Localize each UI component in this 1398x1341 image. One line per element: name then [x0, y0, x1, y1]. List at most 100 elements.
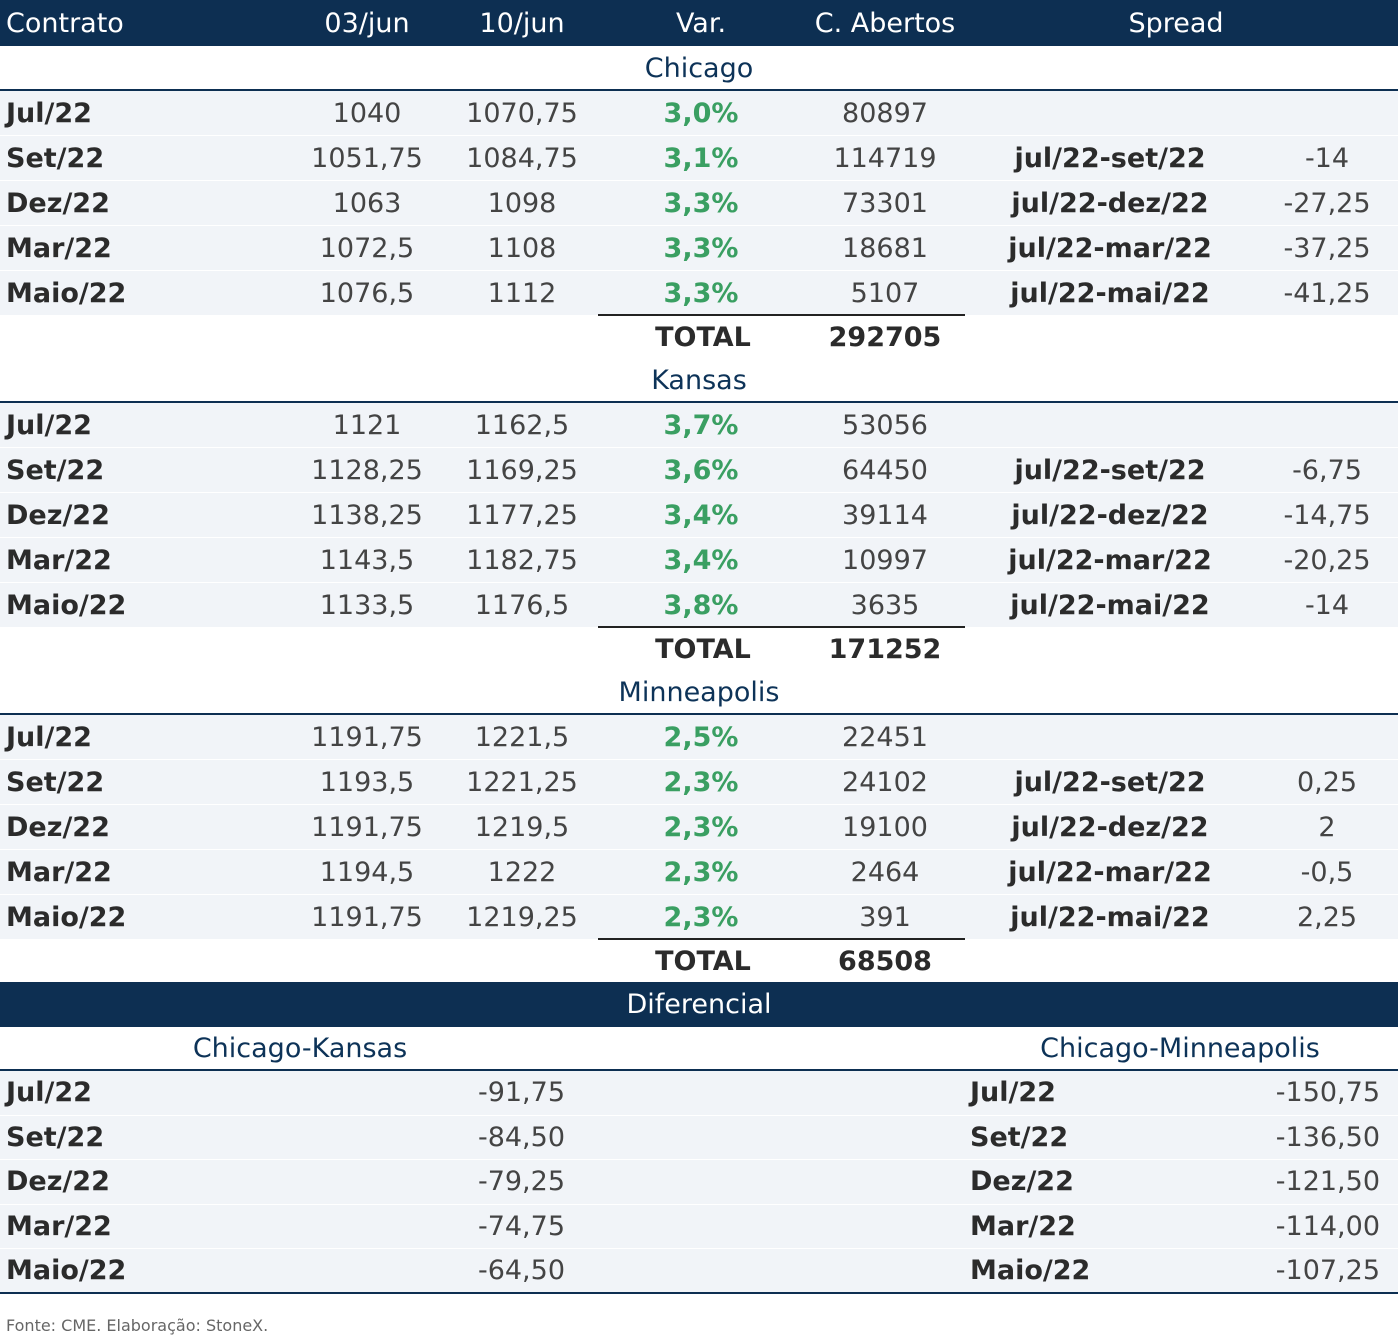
- diff-bar: [0, 982, 1398, 1027]
- cell: -84,50: [477, 1121, 565, 1153]
- row-bg: [0, 403, 1398, 447]
- cell: 1191,75: [311, 721, 423, 753]
- row-bg: [0, 850, 1398, 894]
- total-label: TOTAL: [655, 945, 751, 977]
- cell: 24102: [842, 766, 928, 798]
- row-bg: [0, 1160, 1398, 1204]
- cell: 1112: [487, 277, 557, 309]
- cell: 19100: [842, 811, 928, 843]
- cell: 3,3%: [663, 187, 739, 219]
- cell: -79,25: [477, 1166, 565, 1198]
- cell: Dez/22: [6, 187, 110, 219]
- cell: Maio/22: [6, 1255, 127, 1287]
- cell: 1219,5: [474, 811, 570, 843]
- row-bg: [0, 448, 1398, 492]
- total-rule: [598, 938, 965, 940]
- cell: 3,8%: [663, 589, 739, 621]
- cell: Set/22: [6, 1121, 105, 1153]
- cell: jul/22-mai/22: [1010, 901, 1210, 933]
- diff-rule: [0, 1069, 1398, 1071]
- cell: Dez/22: [6, 811, 110, 843]
- cell: Maio/22: [6, 589, 127, 621]
- cell: jul/22-set/22: [1014, 454, 1206, 486]
- section-rule: [0, 89, 1398, 91]
- cell: 391: [859, 901, 911, 933]
- cell: 1219,25: [466, 901, 578, 933]
- cell: jul/22-dez/22: [1011, 811, 1209, 843]
- cell: -27,25: [1283, 187, 1371, 219]
- cell: Jul/22: [6, 97, 92, 129]
- cell: 39114: [842, 499, 928, 531]
- cell: 1193,5: [319, 766, 415, 798]
- cell: -136,50: [1275, 1121, 1380, 1153]
- cell: 3,7%: [663, 409, 739, 441]
- cell: 1070,75: [466, 97, 578, 129]
- bottom-rule: [0, 1292, 1398, 1294]
- cell: 3,1%: [663, 142, 739, 174]
- cell: Jul/22: [6, 409, 92, 441]
- cell: 3,3%: [663, 232, 739, 264]
- cell: Dez/22: [6, 499, 110, 531]
- cell: -14,75: [1283, 499, 1371, 531]
- cell: 3635: [850, 589, 920, 621]
- cell: 2464: [850, 856, 920, 888]
- header-cell: Var.: [675, 7, 727, 39]
- cell: 2,3%: [663, 811, 739, 843]
- cell: 2,3%: [663, 766, 739, 798]
- cell: 114719: [833, 142, 937, 174]
- header-bar: [0, 0, 1398, 46]
- cell: 80897: [842, 97, 928, 129]
- cell: Mar/22: [6, 856, 112, 888]
- cell: 3,4%: [663, 544, 739, 576]
- cell: 1169,25: [466, 454, 578, 486]
- section-rule: [0, 401, 1398, 403]
- total-rule: [598, 314, 965, 316]
- cell: Set/22: [970, 1121, 1069, 1153]
- row-bg: [0, 715, 1398, 759]
- total-label: TOTAL: [655, 321, 751, 353]
- cell: -114,00: [1275, 1210, 1380, 1242]
- cell: -91,75: [477, 1077, 565, 1109]
- cell: Dez/22: [970, 1166, 1074, 1198]
- row-bg: [0, 226, 1398, 270]
- header-cell: C. Abertos: [814, 7, 956, 39]
- cell: -150,75: [1275, 1077, 1380, 1109]
- total-value: 171252: [828, 633, 942, 665]
- cell: jul/22-set/22: [1014, 142, 1206, 174]
- row-bg: [0, 181, 1398, 225]
- row-bg: [0, 1071, 1398, 1115]
- cell: jul/22-mar/22: [1008, 856, 1212, 888]
- cell: 1108: [487, 232, 557, 264]
- cell: 1191,75: [311, 901, 423, 933]
- cell: 18681: [842, 232, 928, 264]
- header-cell: 03/jun: [324, 7, 410, 39]
- cell: Maio/22: [970, 1255, 1091, 1287]
- cell: Jul/22: [6, 721, 92, 753]
- group-title: Chicago-Kansas: [192, 1032, 408, 1064]
- group-title: Chicago-Minneapolis: [1040, 1032, 1320, 1064]
- header-cell: Spread: [1128, 7, 1224, 39]
- cell: jul/22-dez/22: [1011, 499, 1209, 531]
- total-label: TOTAL: [655, 633, 751, 665]
- cell: 2,3%: [663, 901, 739, 933]
- cell: jul/22-mar/22: [1008, 544, 1212, 576]
- footer: Fonte: CME. Elaboração: StoneX.: [6, 1315, 269, 1335]
- section-title: Minneapolis: [618, 676, 780, 708]
- cell: jul/22-set/22: [1014, 766, 1206, 798]
- cell: Set/22: [6, 766, 105, 798]
- cell: Mar/22: [6, 232, 112, 264]
- section-title: Kansas: [651, 364, 747, 396]
- cell: 1098: [487, 187, 557, 219]
- cell: jul/22-mai/22: [1010, 277, 1210, 309]
- cell: -121,50: [1275, 1166, 1380, 1198]
- cell: 5107: [850, 277, 920, 309]
- row-bg: [0, 1249, 1398, 1293]
- cell: -6,75: [1292, 454, 1362, 486]
- cell: 1191,75: [311, 811, 423, 843]
- cell: 1040: [332, 97, 402, 129]
- cell: 3,3%: [663, 277, 739, 309]
- cell: 3,4%: [663, 499, 739, 531]
- cell: 1072,5: [319, 232, 415, 264]
- cell: 1162,5: [474, 409, 570, 441]
- cell: 2,5%: [663, 721, 739, 753]
